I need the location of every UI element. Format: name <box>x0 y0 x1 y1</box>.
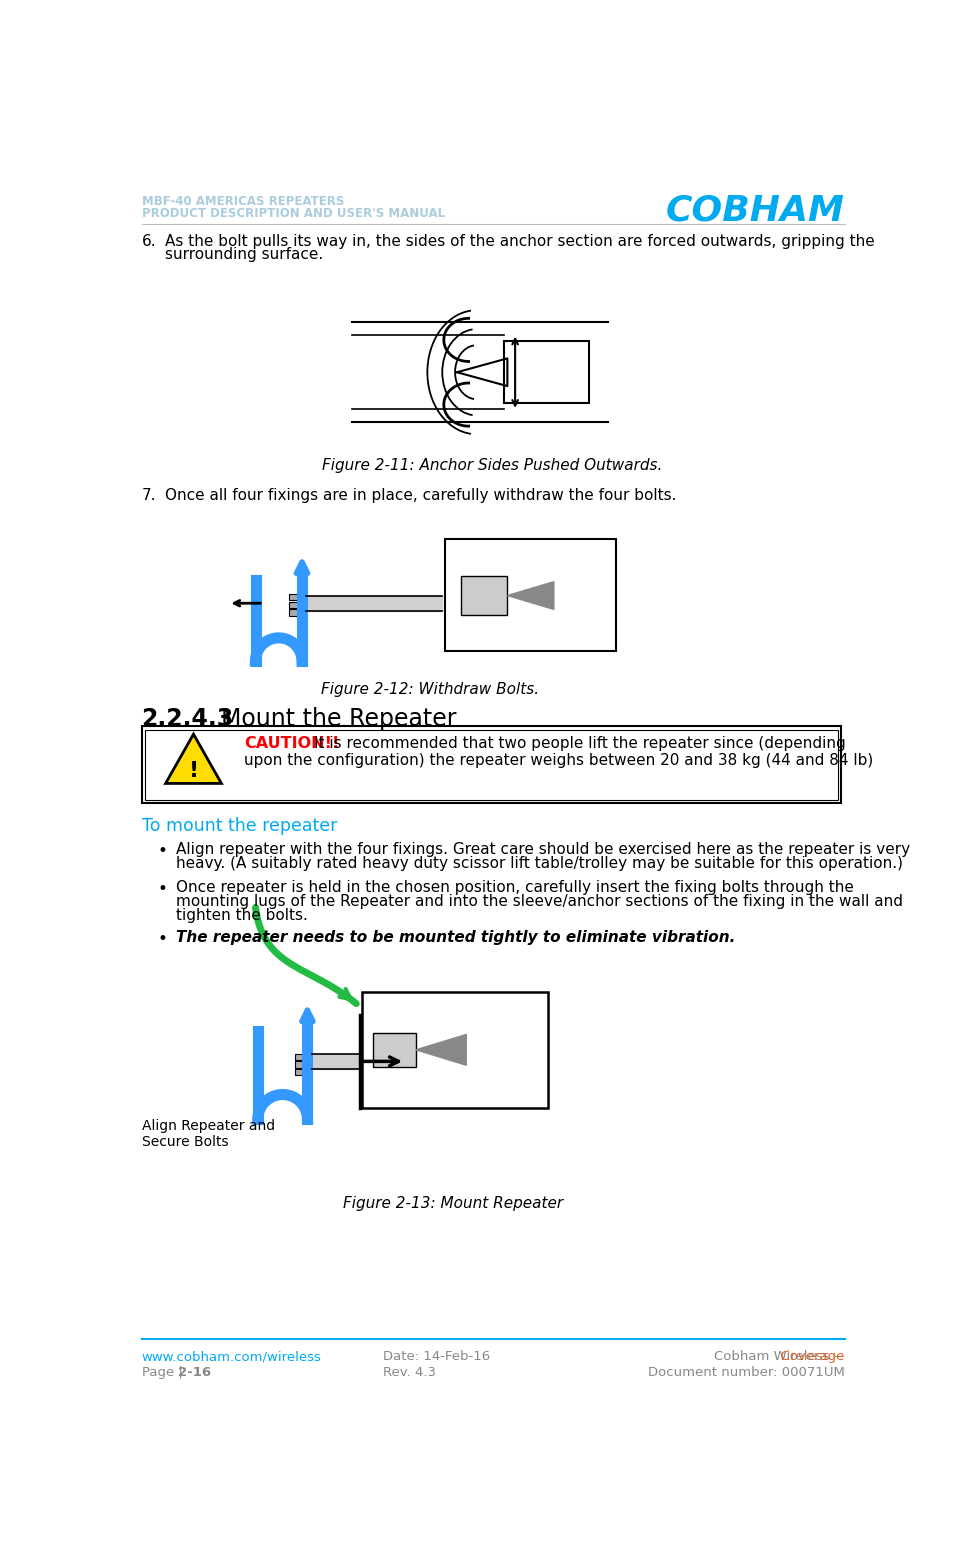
Bar <box>289 594 299 600</box>
Bar <box>295 1068 306 1075</box>
Bar <box>445 539 616 651</box>
Text: Document number: 00071UM: Document number: 00071UM <box>647 1365 845 1379</box>
Text: !: ! <box>188 761 199 781</box>
Text: Mount the Repeater: Mount the Repeater <box>221 708 456 731</box>
Bar <box>289 609 299 615</box>
Text: 6.: 6. <box>142 234 156 248</box>
Text: To mount the repeater: To mount the repeater <box>142 817 337 836</box>
Text: Page |: Page | <box>142 1365 187 1379</box>
Text: As the bolt pulls its way in, the sides of the anchor section are forced outward: As the bolt pulls its way in, the sides … <box>165 234 875 248</box>
Bar <box>295 1054 306 1061</box>
Bar <box>373 1032 416 1067</box>
Text: The repeater needs to be mounted tightly to eliminate vibration.: The repeater needs to be mounted tightly… <box>175 931 735 945</box>
Text: PRODUCT DESCRIPTION AND USER'S MANUAL: PRODUCT DESCRIPTION AND USER'S MANUAL <box>142 208 445 220</box>
Text: Figure 2-13: Mount Repeater: Figure 2-13: Mount Repeater <box>343 1196 563 1211</box>
Text: Figure 2-12: Withdraw Bolts.: Figure 2-12: Withdraw Bolts. <box>321 681 539 697</box>
Bar <box>146 729 837 800</box>
Bar <box>503 342 589 403</box>
Text: Cobham Wireless –: Cobham Wireless – <box>713 1350 845 1364</box>
Text: •: • <box>157 881 167 898</box>
Polygon shape <box>507 581 554 609</box>
Text: Align Repeater and
Secure Bolts: Align Repeater and Secure Bolts <box>142 1118 274 1150</box>
Text: Rev. 4.3: Rev. 4.3 <box>384 1365 436 1379</box>
Text: Once all four fixings are in place, carefully withdraw the four bolts.: Once all four fixings are in place, care… <box>165 487 676 503</box>
Text: heavy. (A suitably rated heavy duty scissor lift table/trolley may be suitable f: heavy. (A suitably rated heavy duty scis… <box>175 856 902 870</box>
Text: •: • <box>157 931 167 948</box>
Bar <box>295 1062 306 1067</box>
Polygon shape <box>166 734 222 784</box>
Text: upon the configuration) the repeater weighs between 20 and 38 kg (44 and 84 lb): upon the configuration) the repeater wei… <box>244 753 873 767</box>
Text: It is recommended that two people lift the repeater since (depending: It is recommended that two people lift t… <box>314 736 846 751</box>
Text: Figure 2-11: Anchor Sides Pushed Outwards.: Figure 2-11: Anchor Sides Pushed Outward… <box>321 459 662 473</box>
Text: Once repeater is held in the chosen position, carefully insert the fixing bolts : Once repeater is held in the chosen posi… <box>175 881 854 895</box>
Text: Date: 14-Feb-16: Date: 14-Feb-16 <box>384 1350 490 1364</box>
Text: MBF-40 AMERICAS REPEATERS: MBF-40 AMERICAS REPEATERS <box>142 195 344 208</box>
Text: 2-16: 2-16 <box>178 1365 211 1379</box>
Text: 2.2.4.3: 2.2.4.3 <box>142 708 234 731</box>
Text: CAUTION!!: CAUTION!! <box>244 736 339 751</box>
Bar <box>362 992 548 1107</box>
Text: COBHAM: COBHAM <box>666 194 845 228</box>
Text: surrounding surface.: surrounding surface. <box>165 247 323 262</box>
Bar <box>461 576 507 615</box>
Text: mounting lugs of the Repeater and into the sleeve/anchor sections of the fixing : mounting lugs of the Repeater and into t… <box>175 895 902 909</box>
Text: tighten the bolts.: tighten the bolts. <box>175 908 308 923</box>
Text: Coverage: Coverage <box>636 1350 845 1364</box>
Text: www.cobham.com/wireless: www.cobham.com/wireless <box>142 1350 321 1364</box>
Bar <box>142 726 841 803</box>
Text: Align repeater with the four fixings. Great care should be exercised here as the: Align repeater with the four fixings. Gr… <box>175 842 910 858</box>
Polygon shape <box>416 1034 466 1065</box>
Text: 7.: 7. <box>142 487 156 503</box>
Bar <box>289 601 299 608</box>
Text: •: • <box>157 842 167 861</box>
